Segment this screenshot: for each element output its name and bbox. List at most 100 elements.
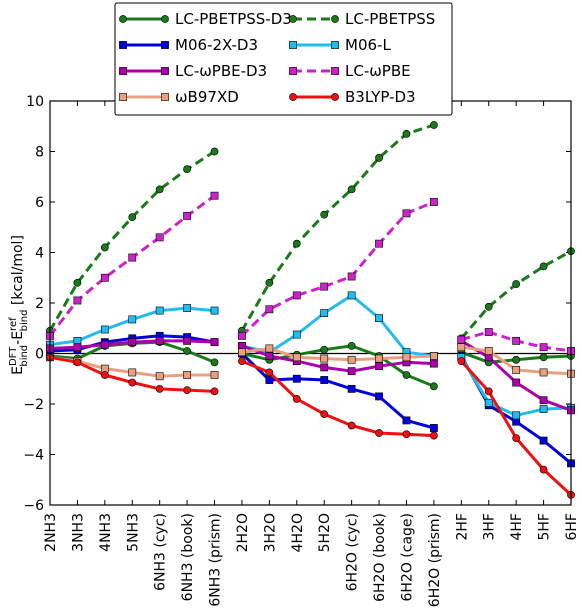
data-point [128,338,137,347]
legend-entry: M06-2X-D3 [119,36,258,54]
data-point [375,429,383,437]
series-line [241,344,435,388]
data-point [155,372,164,381]
x-tick-label: 6H2O (prism) [427,513,443,607]
legend-marker [331,67,339,75]
data-point [265,344,274,353]
data-point [292,330,301,339]
data-point [73,358,82,367]
y-tick-label: −4 [23,448,44,464]
data-point [210,306,219,315]
data-point [265,278,274,287]
x-tick-label: 4HF [509,513,525,541]
data-point [429,382,438,391]
data-point [429,424,438,432]
data-point [292,374,301,383]
data-point [402,353,411,362]
data-point [375,392,383,401]
data-point [128,253,137,262]
data-point [73,278,82,287]
data-point [265,368,274,377]
legend-label: LC-ωPBE-D3 [175,62,267,80]
data-point [210,147,219,156]
data-point [320,354,329,363]
data-point [375,239,383,248]
x-tick-label: 5H2O [317,513,333,552]
legend-entry: M06-L [289,36,391,54]
data-point [155,306,164,315]
x-tick-label: 4NH3 [98,513,114,552]
data-point [265,305,274,314]
legend-label: B3LYP-D3 [345,88,416,106]
legend-marker [331,15,339,23]
data-point [539,396,548,405]
data-point [347,185,356,194]
data-point [347,421,356,430]
data-point [320,210,329,219]
data-point [484,398,493,407]
data-point [539,465,548,474]
data-point [402,371,411,379]
x-tick-label: 6HF [564,513,580,541]
data-point [347,291,356,300]
data-point [210,387,219,396]
x-tick-label: 3HF [482,513,498,541]
legend-marker [119,15,127,23]
x-tick-label: 4H2O [290,513,306,552]
data-point [457,335,466,344]
data-point [320,282,329,291]
data-point [238,348,246,357]
legend-marker [119,41,127,49]
data-point [512,336,521,345]
data-point [73,343,82,352]
series-line [460,249,572,340]
data-point [238,331,246,340]
data-point [539,405,548,413]
x-tick-label: 6NH3 (prism) [208,513,224,607]
x-tick-label: 6H2O (book) [372,513,388,602]
data-point [183,165,192,174]
data-point [210,191,219,200]
data-point [347,342,356,350]
legend-label: ωB97XD [175,88,239,106]
data-point [429,431,438,440]
data-point [375,354,383,363]
series-line [460,339,572,412]
data-point [210,371,219,379]
data-point [183,304,192,312]
legend-marker [161,41,169,49]
legend-entry: LC-PBETPSS-D3 [119,10,292,28]
data-point [265,376,274,384]
x-tick-label: 6NH3 (cyc) [153,513,169,591]
data-point [265,352,274,360]
series-7 [46,353,575,499]
data-point [512,355,521,364]
data-point [320,309,329,317]
legend-marker [161,93,169,101]
x-tick-label: 5HF [537,513,553,541]
legend-label: LC-ωPBE [345,62,411,80]
legend-marker [289,93,297,101]
data-point [100,243,109,252]
data-point [292,239,301,248]
series-line [241,346,434,362]
legend-marker [331,41,339,49]
data-point [320,363,329,372]
legend-marker [289,15,297,23]
data-point [292,353,301,362]
y-tick-label: 2 [35,296,44,312]
data-point [539,436,548,445]
data-point [238,357,246,365]
data-point [539,368,548,377]
y-tick-label: 6 [35,195,44,211]
data-point [183,336,192,345]
legend-entry: ωB97XD [119,88,239,106]
x-tick-label: 3NH3 [70,513,86,552]
series-line [241,359,434,438]
data-point [347,384,356,393]
data-point [128,378,137,387]
data-point [512,411,521,420]
legend-marker [119,67,127,75]
data-point [457,343,466,352]
data-point [100,325,109,334]
